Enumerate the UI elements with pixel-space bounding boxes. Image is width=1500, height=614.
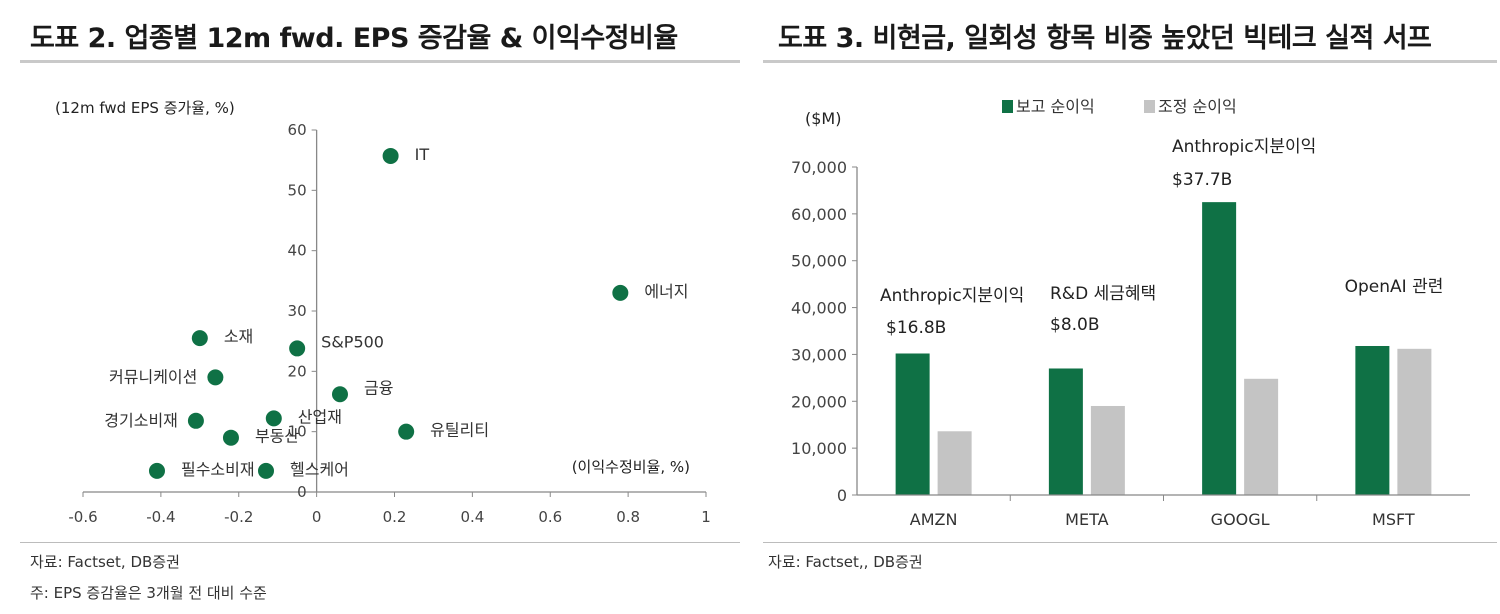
scatter-point-label: 소재: [224, 327, 253, 346]
y-tick-label: 60: [288, 121, 307, 139]
x-tick-label: 1: [701, 508, 711, 526]
y-tick-label: 30: [288, 302, 307, 320]
right-title-divider: [763, 60, 1497, 63]
bar-chart: 0 10,000 20,000 30,000 40,000 50,000 60,000 70,…: [791, 97, 1470, 529]
x-tick-label: 0.2: [383, 508, 407, 526]
right-panel: 도표 3. 비현금, 일회성 항목 비중 높았던 빅테크 실적 서프 0 10,0…: [760, 0, 1500, 614]
bar-annotation: $8.0B: [1050, 315, 1100, 335]
bar-annotation: OpenAI 관련: [1345, 277, 1444, 297]
scatter-point-label: 산업재: [298, 407, 342, 426]
right-footer-divider: [763, 542, 1497, 543]
scatter-point-label: 금융: [364, 378, 393, 397]
x-tick-label: 0.8: [616, 508, 640, 526]
y-tick-label: 50,000: [791, 252, 847, 271]
x-tick-label: 0.4: [460, 508, 484, 526]
scatter-point: [207, 369, 224, 386]
scatter-point: [148, 462, 165, 479]
bar: [1048, 368, 1083, 495]
scatter-point-label: S&P500: [321, 332, 384, 351]
scatter-chart: -0.6 -0.4 -0.2 0 0.2 0.4 0.6 0.8 10102030405060(…: [55, 99, 711, 526]
left-footer-divider: [20, 542, 740, 543]
scatter-point-label: 경기소비재: [104, 411, 178, 430]
x-tick-label: -0.6: [68, 508, 97, 526]
x-tick-label: 0.6: [538, 508, 562, 526]
x-tick-label: GOOGL: [1211, 510, 1270, 529]
y-tick-label: 10,000: [791, 439, 847, 458]
scatter-point-label: 유틸리티: [430, 421, 489, 440]
y-tick-label: 20,000: [791, 392, 847, 411]
y-tick-label: 10: [288, 423, 307, 441]
bar: [1397, 348, 1432, 495]
x-tick-label: -0.4: [146, 508, 175, 526]
scatter-point-label: 부동산: [255, 427, 299, 446]
bar-annotation: R&D 세금혜택: [1050, 284, 1156, 304]
scatter-point-label: 커뮤니케이션: [109, 367, 197, 386]
x-tick-label: META: [1065, 510, 1108, 529]
scatter-point: [265, 410, 282, 427]
x-tick-label: 0: [312, 508, 322, 526]
left-title-divider: [20, 60, 740, 63]
x-tick-label: AMZN: [910, 510, 958, 529]
left-panel: 도표 2. 업종별 12m fwd. EPS 증감율 & 이익수정비율 -0.6…: [0, 0, 745, 614]
y-tick-label: 0: [837, 486, 847, 505]
scatter-point: [191, 330, 208, 347]
legend-swatch: [1002, 100, 1013, 113]
scatter-point-label: 헬스케어: [290, 460, 349, 479]
bar: [895, 353, 930, 495]
y-tick-label: 60,000: [791, 205, 847, 224]
y-axis-title: (12m fwd EPS 증가율, %): [55, 99, 235, 117]
left-footnote: 주: EPS 증감율은 3개월 전 대비 수준: [30, 584, 267, 602]
bar-annotation: Anthropic지분이익: [880, 286, 1024, 306]
bar: [1090, 405, 1125, 495]
y-tick-label: 20: [288, 362, 307, 380]
bar-annotation: $37.7B: [1172, 170, 1232, 190]
bar: [937, 431, 972, 495]
scatter-point: [222, 429, 239, 446]
bar: [1244, 378, 1279, 495]
scatter-point: [187, 412, 204, 429]
y-axis-title: ($M): [805, 109, 841, 128]
y-tick-label: 70,000: [791, 158, 847, 177]
legend-swatch: [1144, 100, 1155, 113]
right-chart-title: 도표 3. 비현금, 일회성 항목 비중 높았던 빅테크 실적 서프: [778, 23, 1432, 54]
legend-label: 보고 순이익: [1016, 97, 1095, 116]
scatter-point-label: IT: [415, 145, 430, 164]
right-source-note: 자료: Factset,, DB증권: [768, 553, 923, 571]
bar: [1355, 345, 1390, 495]
left-source-note: 자료: Factset, DB증권: [30, 553, 180, 571]
scatter-point-label: 에너지: [644, 282, 688, 301]
x-axis-title: (이익수정비율, %): [572, 458, 690, 476]
scatter-point: [289, 340, 306, 357]
x-tick-label: MSFT: [1372, 510, 1415, 529]
scatter-point: [382, 147, 399, 164]
bar-annotation: Anthropic지분이익: [1172, 137, 1316, 157]
bar-annotation: $16.8B: [886, 318, 946, 338]
y-tick-label: 40: [288, 242, 307, 260]
scatter-point-label: 필수소비재: [181, 460, 255, 479]
scatter-point: [258, 462, 275, 479]
y-tick-label: 30,000: [791, 345, 847, 364]
y-tick-label: 0: [297, 483, 307, 501]
legend-label: 조정 순이익: [1158, 97, 1237, 116]
x-tick-label: -0.2: [224, 508, 253, 526]
scatter-point: [398, 423, 415, 440]
scatter-point: [331, 386, 348, 403]
bar: [1202, 202, 1237, 495]
y-tick-label: 50: [288, 181, 307, 199]
y-tick-label: 40,000: [791, 299, 847, 318]
scatter-point: [612, 284, 629, 301]
left-chart-title: 도표 2. 업종별 12m fwd. EPS 증감율 & 이익수정비율: [30, 23, 678, 54]
